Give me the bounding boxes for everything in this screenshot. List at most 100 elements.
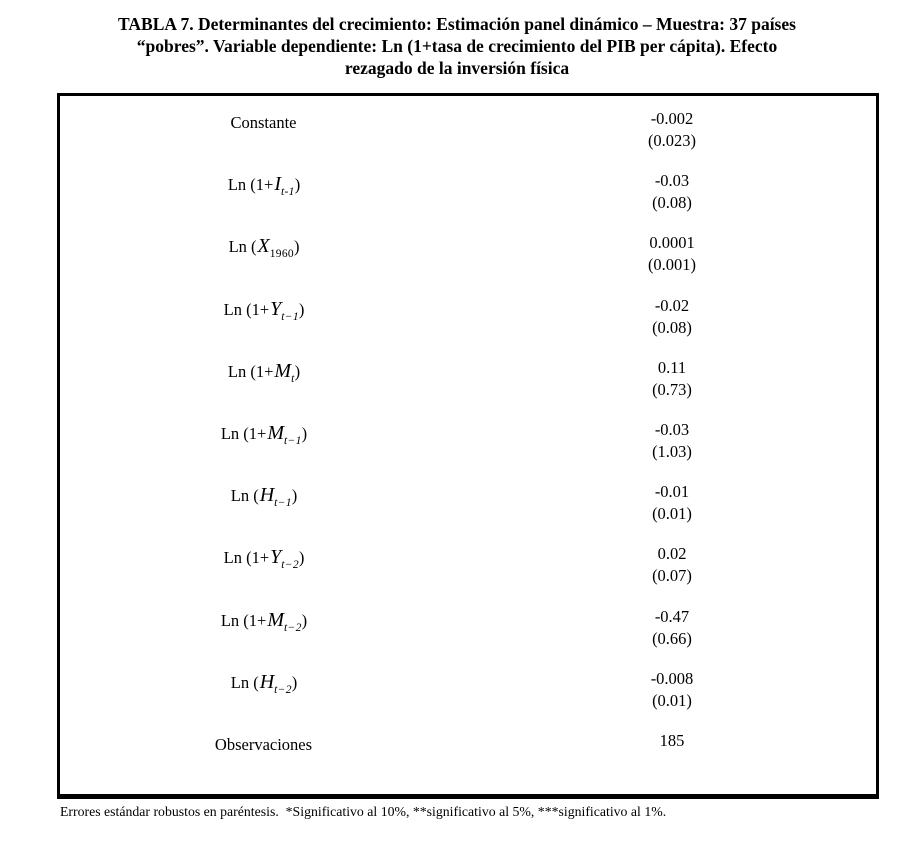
coefficient-value: -0.008	[650, 668, 694, 688]
coefficient-cell: -0.47 (0.66)	[468, 606, 876, 650]
variable-prefix: Ln (	[230, 672, 259, 692]
table-row: Observaciones 185	[60, 730, 876, 792]
variable-label: Observaciones	[60, 730, 468, 758]
table-footnote: Errores estándar robustos en paréntesis.…	[60, 804, 667, 819]
standard-error: (1.03)	[652, 441, 692, 461]
table-row: Constante -0.002 (0.023)	[60, 108, 876, 170]
standard-error: (0.08)	[652, 193, 692, 213]
table-title-line: TABLA 7. Determinantes del crecimiento: …	[118, 14, 796, 34]
variable-label: Ln (1+Mt−1)	[60, 419, 468, 447]
table-row: Ln (1+Yt−1) -0.02 (0.08)	[60, 295, 876, 357]
coefficient-cell: 185	[468, 730, 876, 752]
variable-symbol: X	[257, 235, 270, 258]
standard-error: (0.66)	[652, 628, 692, 648]
standard-error: (0.023)	[647, 131, 697, 150]
variable-subscript: 1960	[269, 248, 294, 261]
coefficient-cell: -0.01 (0.01)	[468, 481, 876, 525]
coefficient-cell: -0.002 (0.023)	[468, 108, 876, 152]
variable-label: Ln (1+Mt−2)	[60, 606, 468, 634]
variable-prefix: Ln (1+	[223, 548, 270, 568]
coefficient-value: -0.002	[650, 109, 694, 128]
variable-suffix: )	[298, 548, 305, 568]
coefficient-value: -0.47	[654, 606, 690, 626]
coefficient-cell: 0.02 (0.07)	[468, 543, 876, 587]
coefficient-value: 0.0001	[649, 233, 695, 253]
standard-error: (0.001)	[647, 255, 697, 275]
coefficient-value: -0.03	[654, 171, 690, 191]
variable-subscript: t−1	[281, 310, 299, 323]
variable-subscript: t	[291, 372, 295, 385]
variable-label: Ln (1+It-1)	[60, 170, 468, 198]
table-row: Ln (1+It-1) -0.03 (0.08)	[60, 170, 876, 232]
variable-label: Ln (1+Mt)	[60, 357, 468, 385]
variable-prefix: Ln (	[228, 237, 257, 257]
standard-error: (0.08)	[652, 317, 692, 337]
coefficient-cell: 0.0001 (0.001)	[468, 232, 876, 276]
table-row: Ln (1+Mt−1) -0.03 (1.03)	[60, 419, 876, 481]
variable-subscript: t−2	[281, 559, 299, 572]
coefficient-cell: -0.02 (0.08)	[468, 295, 876, 339]
standard-error: (0.07)	[652, 566, 692, 586]
variable-prefix: Ln (1+	[220, 610, 267, 630]
variable-label: Ln (Ht−2)	[60, 668, 468, 696]
variable-subscript: t−2	[274, 683, 292, 696]
variable-suffix: )	[298, 299, 305, 319]
coefficient-value: -0.01	[654, 482, 690, 502]
variable-symbol	[312, 733, 313, 755]
variable-symbol: H	[259, 670, 275, 693]
variable-subscript: t−1	[274, 497, 292, 510]
variable-prefix: Ln (1+	[220, 423, 267, 443]
variable-subscript: t−1	[284, 434, 302, 447]
table-row: Ln (Ht−2) -0.008 (0.01)	[60, 668, 876, 730]
variable-prefix: Ln (	[230, 486, 259, 506]
coefficient-value: -0.02	[654, 295, 690, 315]
coefficient-value: 0.02	[657, 544, 687, 564]
coefficient-cell: -0.008 (0.01)	[468, 668, 876, 712]
table-row: Ln (X1960) 0.0001 (0.001)	[60, 232, 876, 294]
variable-subscript: t-1	[281, 186, 295, 199]
table-title: TABLA 7. Determinantes del crecimiento: …	[62, 13, 852, 79]
variable-suffix: )	[301, 610, 308, 630]
variable-symbol: Y	[270, 546, 282, 569]
table-title-line: rezagado de la inversión física	[344, 58, 570, 78]
variable-symbol: M	[267, 421, 285, 444]
coefficient-value: 0.11	[657, 357, 687, 377]
variable-subscript: t−2	[284, 621, 302, 634]
standard-error: (0.73)	[652, 379, 692, 399]
table-row: Ln (1+Yt−2) 0.02 (0.07)	[60, 543, 876, 605]
coefficient-value: -0.03	[654, 419, 690, 439]
variable-label: Ln (X1960)	[60, 232, 468, 260]
variable-prefix: Ln (1+	[227, 175, 274, 195]
variable-suffix: )	[293, 237, 300, 257]
table-row: Ln (Ht−1) -0.01 (0.01)	[60, 481, 876, 543]
variable-suffix: )	[294, 175, 301, 195]
document-page: TABLA 7. Determinantes del crecimiento: …	[0, 13, 914, 819]
variable-label: Ln (Ht−1)	[60, 481, 468, 509]
variable-symbol: Y	[270, 297, 282, 320]
variable-suffix: )	[301, 423, 308, 443]
variable-symbol: M	[267, 608, 285, 631]
variable-label: Constante	[60, 108, 468, 136]
variable-suffix: )	[294, 361, 301, 381]
variable-symbol: H	[259, 484, 275, 507]
variable-suffix: )	[291, 486, 298, 506]
variable-symbol: M	[274, 359, 292, 382]
coefficient-cell: -0.03 (1.03)	[468, 419, 876, 463]
coefficient-cell: 0.11 (0.73)	[468, 357, 876, 401]
variable-label: Ln (1+Yt−1)	[60, 295, 468, 323]
coefficient-value: 185	[659, 730, 685, 750]
variable-prefix: Ln (1+	[223, 299, 270, 319]
variable-prefix: Observaciones	[214, 734, 313, 754]
variable-prefix: Constante	[230, 113, 297, 132]
results-table: Constante -0.002 (0.023) Ln (1+It-1) -0.…	[57, 93, 879, 799]
table-title-line: “pobres”. Variable dependiente: Ln (1+ta…	[136, 36, 778, 56]
variable-symbol	[297, 111, 298, 133]
coefficient-cell: -0.03 (0.08)	[468, 170, 876, 214]
variable-suffix: )	[291, 672, 298, 692]
table-row: Ln (1+Mt) 0.11 (0.73)	[60, 357, 876, 419]
standard-error: (0.01)	[652, 504, 692, 524]
variable-prefix: Ln (1+	[227, 361, 274, 381]
variable-label: Ln (1+Yt−2)	[60, 543, 468, 571]
variable-symbol: I	[274, 173, 281, 196]
table-row: Ln (1+Mt−2) -0.47 (0.66)	[60, 606, 876, 668]
